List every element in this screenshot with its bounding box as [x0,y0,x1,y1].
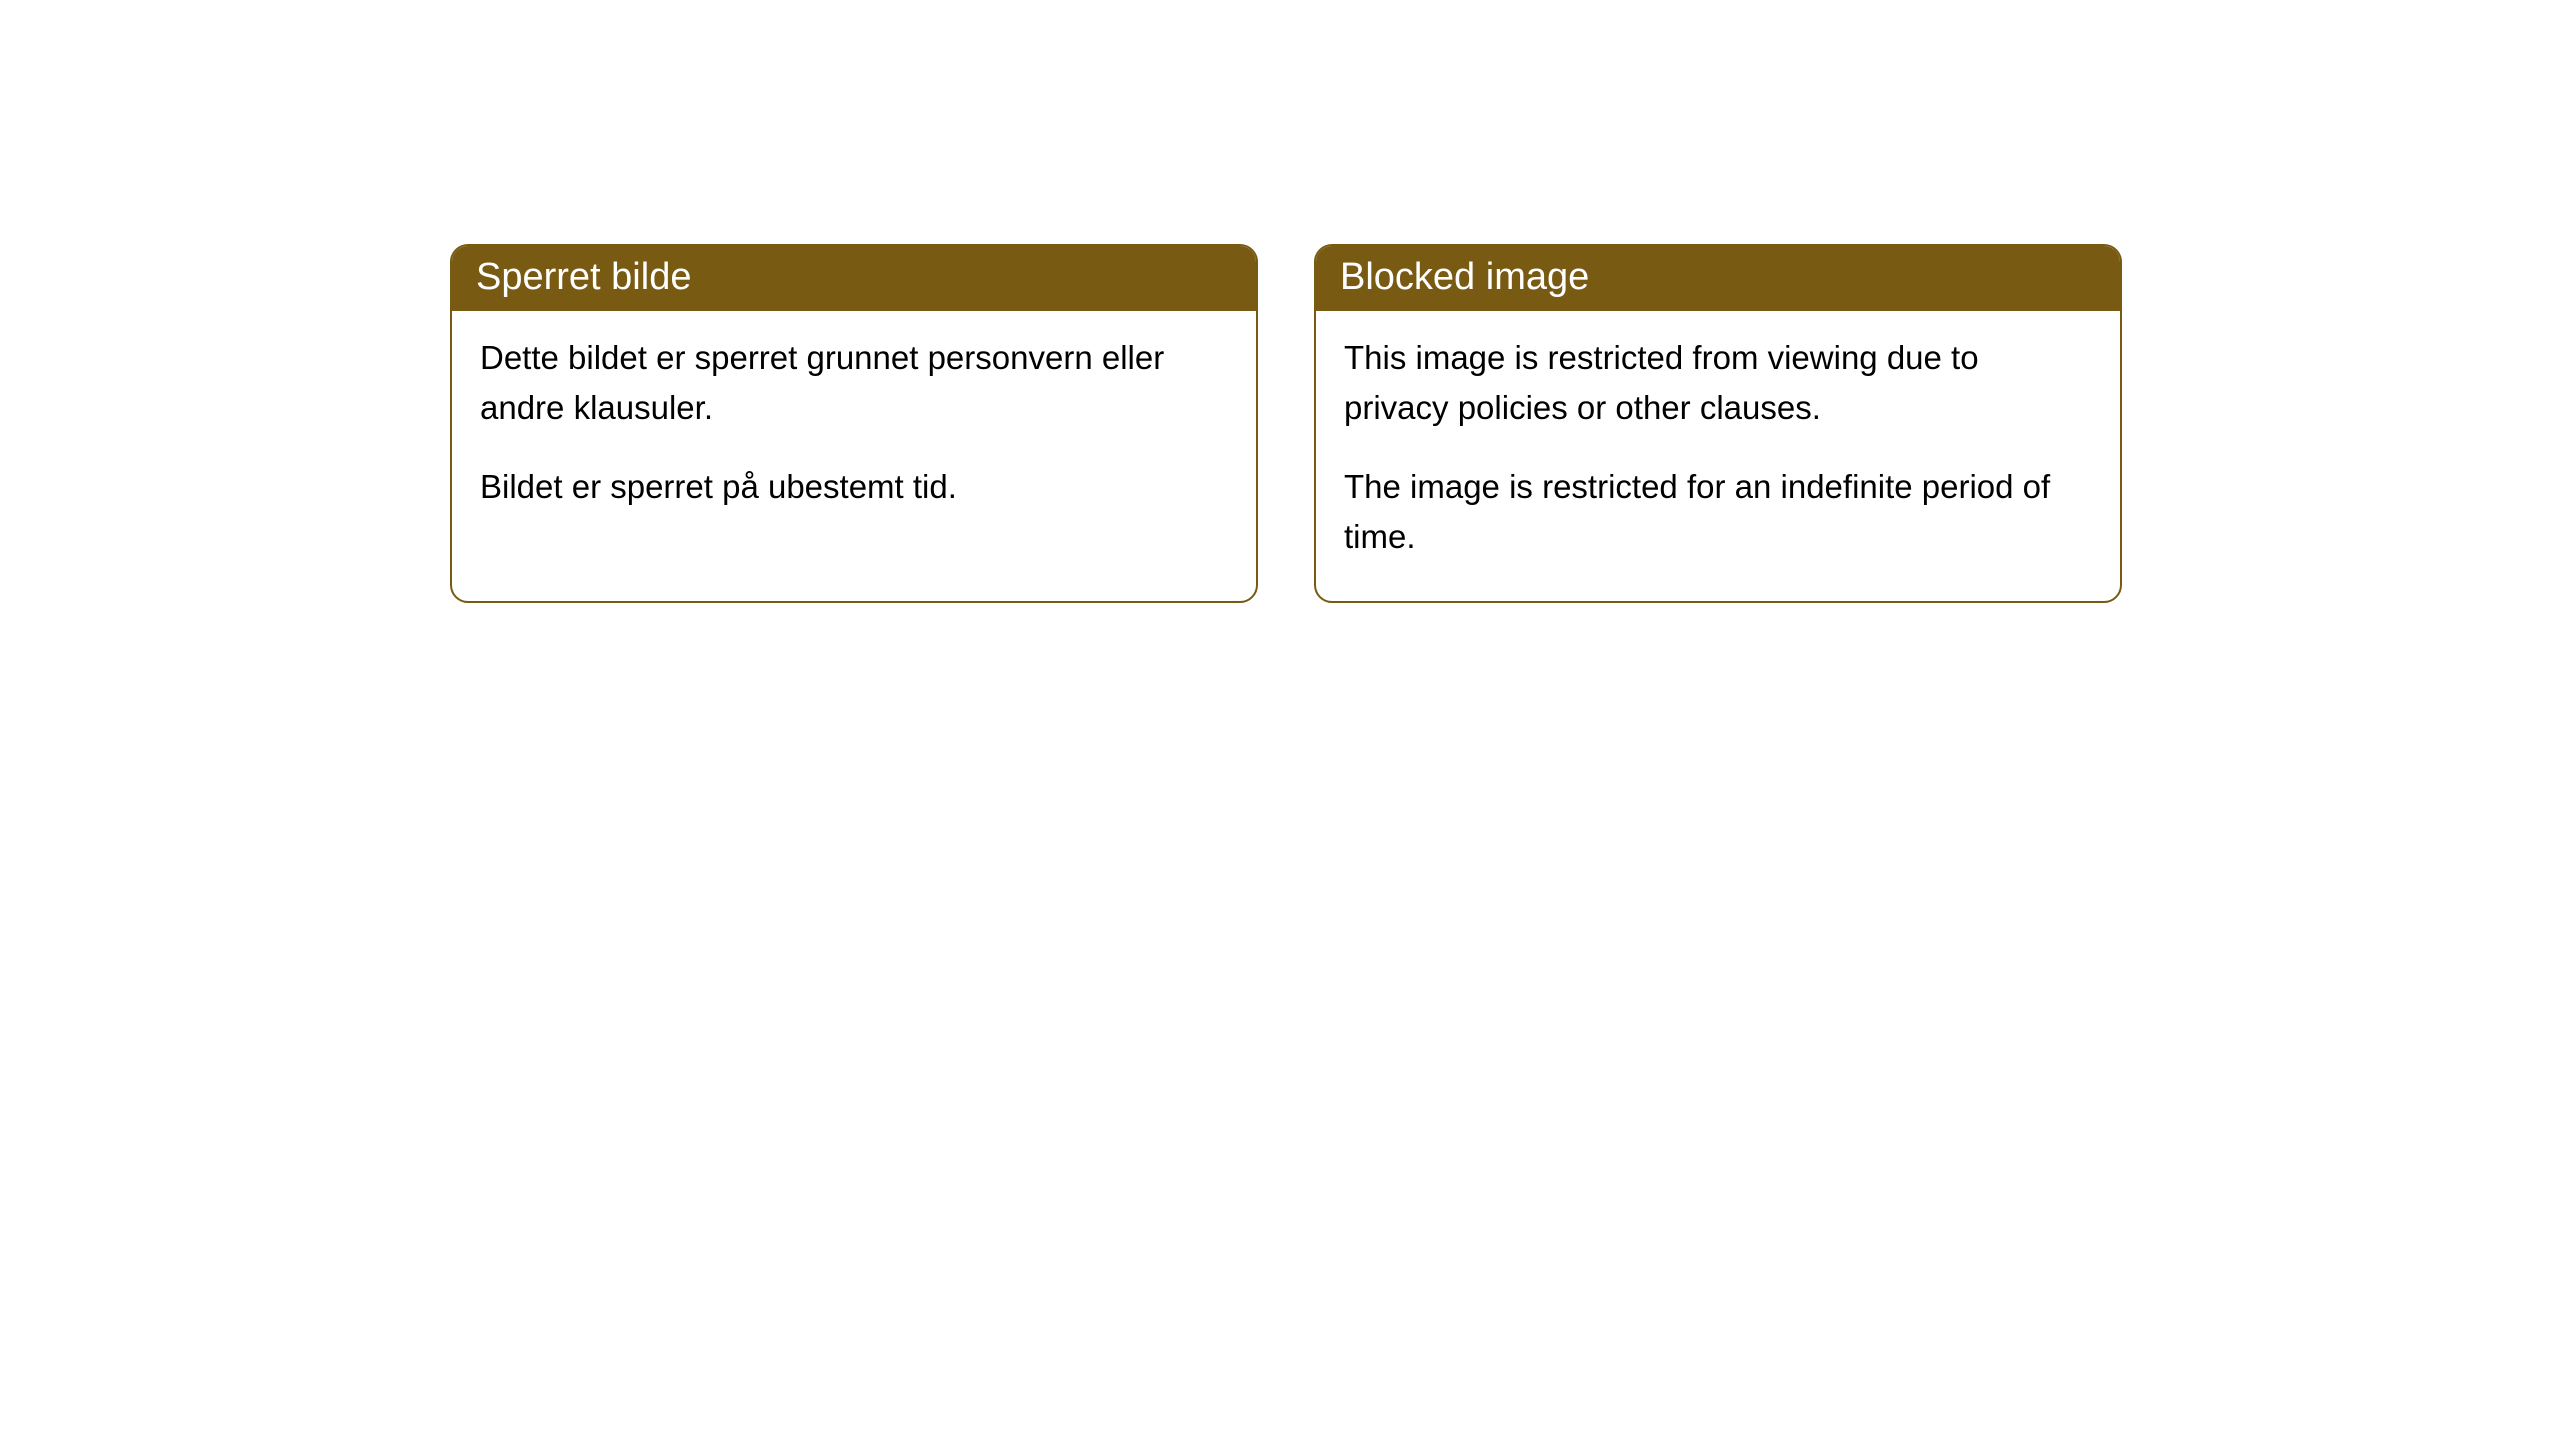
notice-card-norwegian: Sperret bilde Dette bildet er sperret gr… [450,244,1258,603]
notice-text-english-2: The image is restricted for an indefinit… [1344,462,2092,561]
card-header-english: Blocked image [1316,246,2120,311]
notice-text-norwegian-1: Dette bildet er sperret grunnet personve… [480,333,1228,432]
card-body-english: This image is restricted from viewing du… [1316,311,2120,601]
card-body-norwegian: Dette bildet er sperret grunnet personve… [452,311,1256,552]
card-header-norwegian: Sperret bilde [452,246,1256,311]
notice-card-english: Blocked image This image is restricted f… [1314,244,2122,603]
notice-container: Sperret bilde Dette bildet er sperret gr… [0,0,2560,603]
notice-text-english-1: This image is restricted from viewing du… [1344,333,2092,432]
notice-text-norwegian-2: Bildet er sperret på ubestemt tid. [480,462,1228,512]
